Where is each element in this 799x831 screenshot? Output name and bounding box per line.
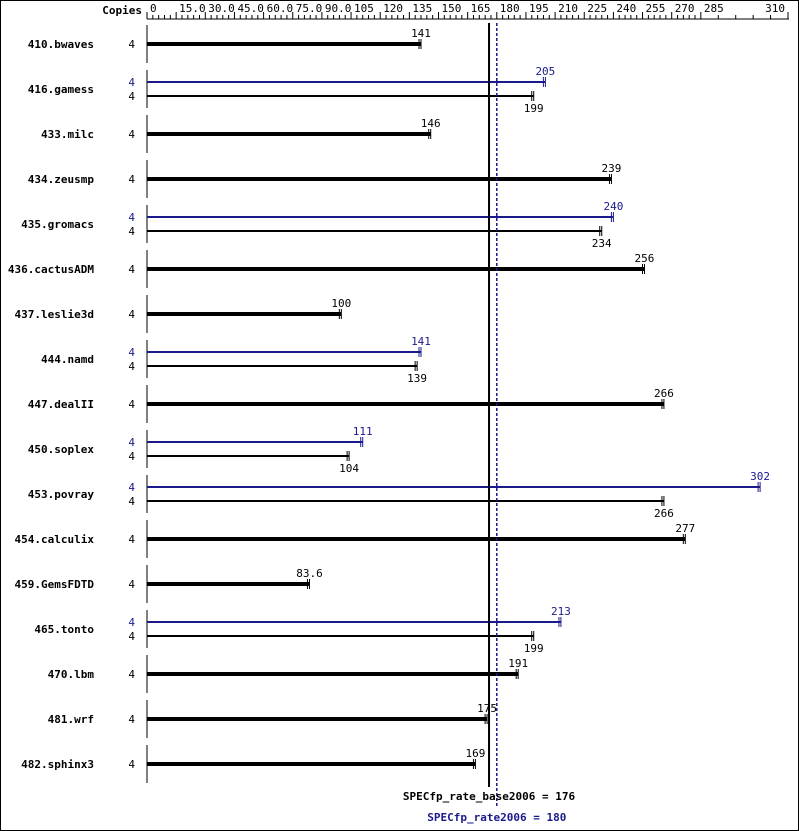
base-copies: 4 <box>128 495 135 508</box>
base-value-label: 169 <box>465 747 485 760</box>
benchmark-name: 434.zeusmp <box>28 173 95 186</box>
x-tick-label: 165 <box>471 2 491 15</box>
base-copies: 4 <box>128 398 135 411</box>
peak-copies: 4 <box>128 616 135 629</box>
base-reference-label: SPECfp_rate_base2006 = 176 <box>403 790 576 803</box>
base-value-label: 234 <box>592 237 612 250</box>
base-copies: 4 <box>128 38 135 51</box>
base-value-label: 100 <box>331 297 351 310</box>
base-copies: 4 <box>128 450 135 463</box>
base-copies: 4 <box>128 578 135 591</box>
peak-value-label: 205 <box>535 65 555 78</box>
x-tick-label: 150 <box>442 2 462 15</box>
base-value-label: 199 <box>524 102 544 115</box>
x-tick-label: 60.0 <box>267 2 294 15</box>
base-value-label: 141 <box>411 27 431 40</box>
base-value-label: 199 <box>524 642 544 655</box>
base-value-label: 256 <box>635 252 655 265</box>
x-tick-label: 210 <box>558 2 578 15</box>
base-copies: 4 <box>128 360 135 373</box>
peak-copies: 4 <box>128 211 135 224</box>
base-copies: 4 <box>128 668 135 681</box>
benchmark-name: 459.GemsFDTD <box>15 578 95 591</box>
benchmark-name: 481.wrf <box>48 713 94 726</box>
base-value-label: 191 <box>508 657 528 670</box>
peak-value-label: 141 <box>411 335 431 348</box>
base-value-label: 266 <box>654 387 674 400</box>
x-tick-label: 15.0 <box>179 2 206 15</box>
x-tick-label: 135 <box>412 2 432 15</box>
x-tick-label: 30.0 <box>208 2 235 15</box>
peak-value-label: 111 <box>353 425 373 438</box>
benchmark-name: 433.milc <box>41 128 94 141</box>
x-tick-label: 240 <box>616 2 636 15</box>
x-tick-label: 45.0 <box>237 2 264 15</box>
x-tick-label: 310 <box>765 2 785 15</box>
x-tick-label: 195 <box>529 2 549 15</box>
x-tick-label: 180 <box>500 2 520 15</box>
x-tick-label: 105 <box>354 2 374 15</box>
base-value-label: 83.6 <box>296 567 323 580</box>
peak-copies: 4 <box>128 346 135 359</box>
base-value-label: 146 <box>421 117 441 130</box>
base-copies: 4 <box>128 758 135 771</box>
x-tick-label: 225 <box>587 2 607 15</box>
x-tick-label: 75.0 <box>296 2 323 15</box>
base-copies: 4 <box>128 90 135 103</box>
peak-value-label: 240 <box>603 200 623 213</box>
benchmark-name: 444.namd <box>41 353 94 366</box>
base-copies: 4 <box>128 173 135 186</box>
base-value-label: 239 <box>602 162 622 175</box>
benchmark-name: 450.soplex <box>28 443 95 456</box>
benchmark-name: 447.dealII <box>28 398 94 411</box>
peak-value-label: 213 <box>551 605 571 618</box>
benchmark-name: 454.calculix <box>15 533 95 546</box>
x-tick-label: 270 <box>675 2 695 15</box>
peak-copies: 4 <box>128 481 135 494</box>
base-copies: 4 <box>128 225 135 238</box>
base-copies: 4 <box>128 128 135 141</box>
peak-copies: 4 <box>128 436 135 449</box>
benchmark-name: 435.gromacs <box>21 218 94 231</box>
peak-copies: 4 <box>128 76 135 89</box>
x-tick-label: 0 <box>150 2 157 15</box>
base-value-label: 175 <box>477 702 497 715</box>
x-tick-label: 255 <box>646 2 666 15</box>
x-tick-label: 285 <box>704 2 724 15</box>
base-copies: 4 <box>128 308 135 321</box>
base-value-label: 277 <box>675 522 695 535</box>
peak-reference-label: SPECfp_rate2006 = 180 <box>427 811 566 824</box>
base-value-label: 266 <box>654 507 674 520</box>
base-copies: 4 <box>128 263 135 276</box>
benchmark-name: 436.cactusADM <box>8 263 94 276</box>
peak-value-label: 302 <box>750 470 770 483</box>
base-copies: 4 <box>128 630 135 643</box>
base-value-label: 139 <box>407 372 427 385</box>
base-value-label: 104 <box>339 462 359 475</box>
benchmark-name: 410.bwaves <box>28 38 94 51</box>
copies-header: Copies <box>102 4 142 17</box>
benchmark-name: 482.sphinx3 <box>21 758 94 771</box>
base-copies: 4 <box>128 533 135 546</box>
benchmark-name: 453.povray <box>28 488 95 501</box>
x-tick-label: 90.0 <box>325 2 352 15</box>
x-tick-label: 120 <box>383 2 403 15</box>
benchmark-name: 437.leslie3d <box>15 308 94 321</box>
benchmark-name: 465.tonto <box>34 623 94 636</box>
benchmark-name: 416.gamess <box>28 83 94 96</box>
base-copies: 4 <box>128 713 135 726</box>
benchmark-name: 470.lbm <box>48 668 95 681</box>
